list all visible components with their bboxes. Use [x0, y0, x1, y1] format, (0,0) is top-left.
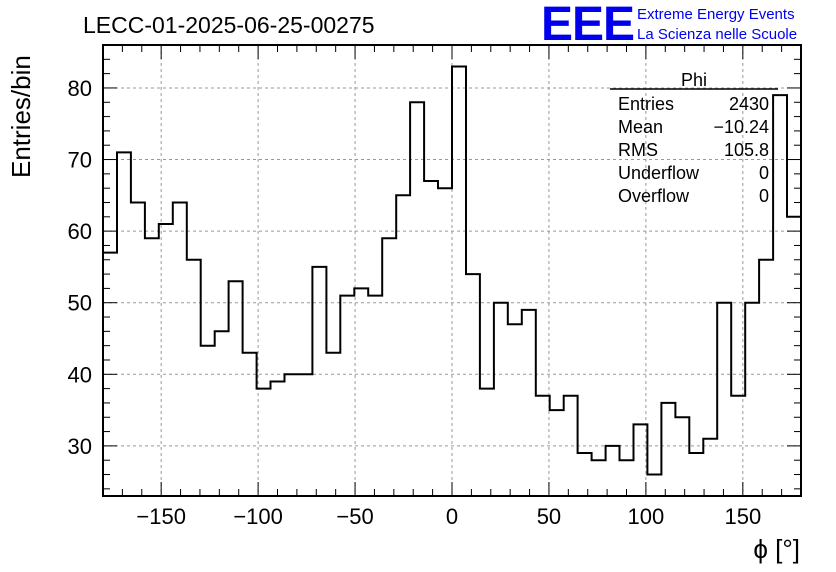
x-tick-label: −150: [136, 504, 186, 529]
stats-row-label: Underflow: [618, 163, 700, 183]
x-axis-label: ϕ [°]: [753, 534, 800, 564]
stats-row-value: 0: [759, 163, 769, 183]
x-tick-label: 100: [628, 504, 665, 529]
tick-labels: −150 −100 −50 0 50 100 150 30 40 50 60 70 80: [68, 76, 762, 529]
stats-row-label: Mean: [618, 117, 663, 137]
eee-logo-mark: EEE: [541, 0, 634, 51]
stats-row-value: 2430: [729, 94, 769, 114]
histogram-line: [103, 65, 801, 476]
eee-logo-line1: Extreme Energy Events: [637, 6, 795, 23]
stats-box: Phi Entries 2430 Mean −10.24 RMS 105.8 Underfl…: [610, 70, 778, 206]
y-tick-label: 40: [68, 362, 92, 387]
plot-frame: [102, 44, 802, 497]
chart-title: LECC-01-2025-06-25-00275: [83, 12, 375, 38]
x-tick-label: −50: [336, 504, 373, 529]
eee-logo: EEE Extreme Energy Events La Scienza nel…: [541, 0, 797, 51]
y-axis-label: Entries/bin: [6, 55, 36, 178]
y-tick-label: 60: [68, 219, 92, 244]
axis-ticks: [102, 44, 802, 496]
eee-logo-line2: La Scienza nelle Scuole: [637, 26, 797, 43]
x-tick-label: 150: [724, 504, 761, 529]
x-tick-label: 0: [446, 504, 458, 529]
y-tick-label: 80: [68, 76, 92, 101]
stats-row-value: 0: [759, 186, 769, 206]
y-tick-label: 70: [68, 148, 92, 173]
y-tick-label: 30: [68, 434, 92, 459]
x-tick-label: −100: [233, 504, 283, 529]
stats-rows: Entries 2430 Mean −10.24 RMS 105.8 Underflow 0 O…: [618, 94, 769, 206]
stats-row-value: −10.24: [713, 117, 769, 137]
y-tick-label: 50: [68, 291, 92, 316]
stats-row-value: 105.8: [724, 140, 769, 160]
stats-title: Phi: [681, 70, 707, 90]
stats-row-label: Entries: [618, 94, 674, 114]
stats-row-label: RMS: [618, 140, 658, 160]
x-tick-label: 50: [537, 504, 561, 529]
stats-row-label: Overflow: [618, 186, 690, 206]
